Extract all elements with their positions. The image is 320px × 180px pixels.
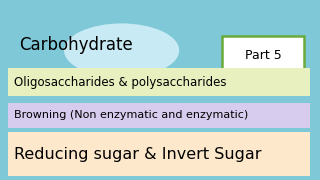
Text: Oligosaccharides & polysaccharides: Oligosaccharides & polysaccharides (14, 76, 227, 89)
FancyBboxPatch shape (8, 103, 310, 128)
FancyBboxPatch shape (222, 36, 304, 76)
Text: Reducing sugar & Invert Sugar: Reducing sugar & Invert Sugar (14, 147, 262, 162)
Text: Part 5: Part 5 (245, 49, 282, 62)
Ellipse shape (64, 23, 179, 77)
FancyBboxPatch shape (8, 132, 310, 176)
Text: Carbohydrate: Carbohydrate (19, 36, 133, 54)
Text: Browning (Non enzymatic and enzymatic): Browning (Non enzymatic and enzymatic) (14, 110, 249, 120)
FancyBboxPatch shape (8, 68, 310, 96)
